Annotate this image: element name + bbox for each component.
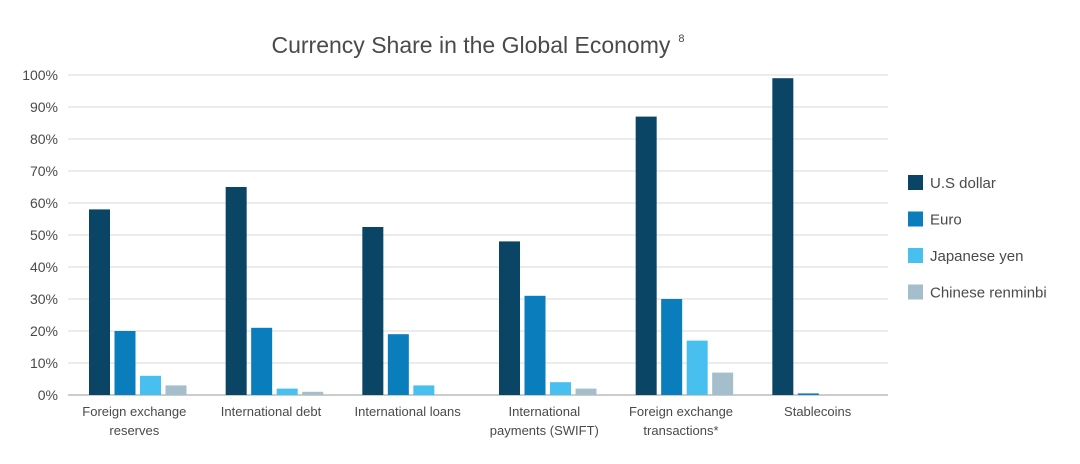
y-tick-label: 70% <box>30 163 58 179</box>
x-tick-label: Foreign exchange reserves <box>82 404 186 438</box>
bar-euro <box>387 334 409 395</box>
chart-title: Currency Share in the Global Economy 8 <box>272 32 685 58</box>
y-tick-label: 20% <box>30 323 58 339</box>
bar-u-s-dollar <box>635 116 657 395</box>
bar-euro <box>114 331 136 395</box>
bar-euro <box>797 393 819 395</box>
y-tick-label: 90% <box>30 99 58 115</box>
bar-chinese-renminbi <box>165 385 187 395</box>
y-tick-label: 80% <box>30 131 58 147</box>
bar-euro <box>661 299 683 395</box>
bar-japanese-yen <box>413 385 435 395</box>
bar-u-s-dollar <box>362 227 384 395</box>
legend-label: Chinese renminbi <box>930 285 1047 302</box>
bar-u-s-dollar <box>89 209 110 395</box>
bar-u-s-dollar <box>225 187 247 395</box>
bar-euro <box>524 295 546 395</box>
legend-label: Euro <box>930 212 962 229</box>
bar-japanese-yen <box>686 340 708 395</box>
legend-swatch <box>908 284 923 300</box>
y-tick-label: 40% <box>30 259 58 275</box>
y-axis-tick-labels: 0% 10% 20% 30% 40% 50% 60% 70% 80% 90% 100% <box>22 67 58 403</box>
legend-swatch <box>908 175 923 190</box>
bar-chinese-renminbi <box>302 391 324 395</box>
bar-u-s-dollar <box>772 78 794 395</box>
x-tick-label: Stablecoins <box>784 404 852 419</box>
legend-swatch <box>908 211 923 227</box>
bar-chinese-renminbi <box>575 388 597 395</box>
bar-euro <box>251 327 273 395</box>
y-tick-label: 10% <box>30 355 58 371</box>
gridlines <box>68 74 888 396</box>
bar-u-s-dollar <box>499 241 520 395</box>
x-tick-label: International payments (SWIFT) <box>490 404 599 438</box>
x-tick-label: Foreign exchange transactions* <box>629 404 733 438</box>
y-tick-label: 50% <box>30 227 58 243</box>
y-tick-label: 30% <box>30 291 58 307</box>
y-tick-label: 0% <box>38 387 58 403</box>
x-tick-label: International debt <box>221 404 322 419</box>
y-tick-label: 60% <box>30 195 58 211</box>
legend-label: Japanese yen <box>930 248 1023 265</box>
x-axis-tick-labels: Foreign exchange reserves International de… <box>82 404 851 438</box>
legend: U.S dollar Euro Japanese yen Chinese renmin… <box>908 175 1047 302</box>
legend-label: U.S dollar <box>930 175 996 192</box>
bar-chinese-renminbi <box>712 372 734 395</box>
legend-swatch <box>908 248 923 263</box>
chart-title-text: Currency Share in the Global Economy <box>272 32 671 58</box>
bar-japanese-yen <box>550 382 571 395</box>
bars <box>89 78 819 395</box>
bar-japanese-yen <box>276 388 298 395</box>
chart-title-superscript: 8 <box>678 33 684 45</box>
bar-japanese-yen <box>140 375 161 395</box>
x-tick-label: International loans <box>355 404 462 419</box>
y-tick-label: 100% <box>22 67 58 83</box>
